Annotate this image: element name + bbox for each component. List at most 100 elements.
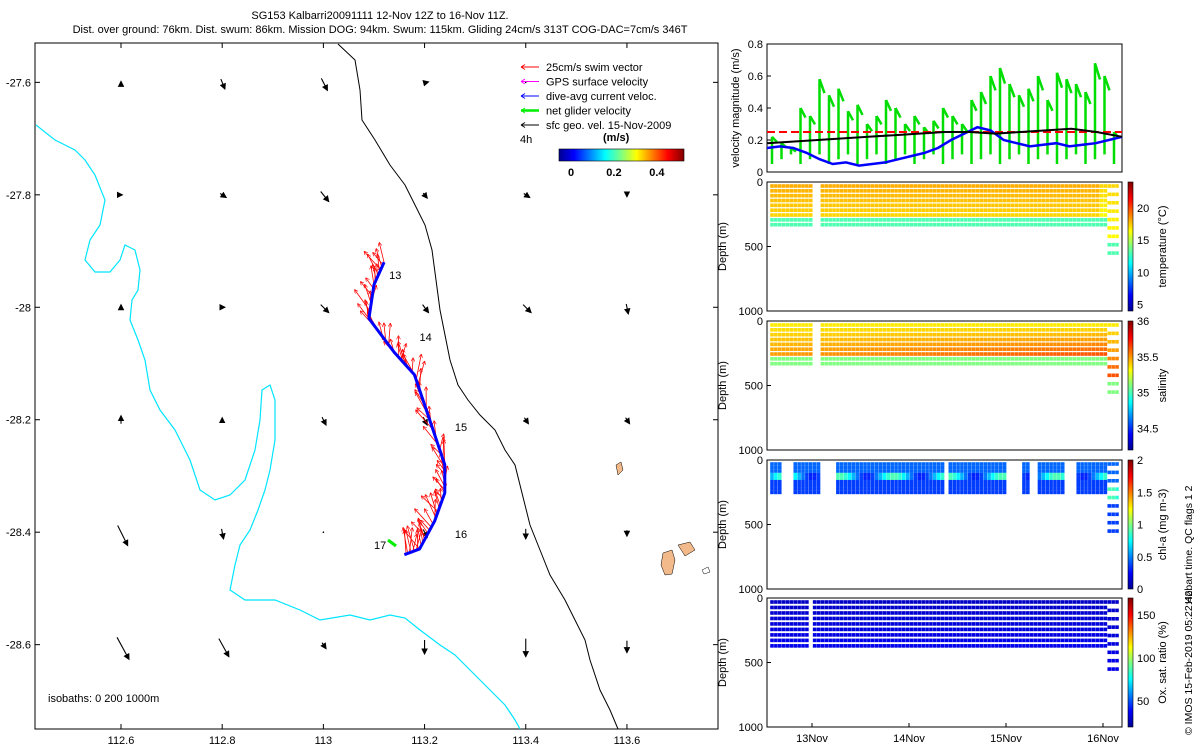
temperature-sample <box>1014 208 1019 212</box>
temperature-sample <box>964 218 968 222</box>
salinity-sample <box>936 323 941 327</box>
temperature-sample <box>971 208 976 212</box>
oxygen-sample <box>1107 616 1112 621</box>
salinity-sample <box>874 342 879 347</box>
chlorophyll-sample <box>936 472 941 477</box>
chlorophyll-sample <box>1026 472 1030 477</box>
salinity-sample <box>1080 323 1084 327</box>
temperature-sample <box>979 222 984 227</box>
chlorophyll-sample <box>952 483 956 488</box>
salinity-colorbar <box>1127 320 1134 451</box>
oxygen-sample <box>886 638 891 643</box>
salinity-sample <box>890 323 894 327</box>
salinity-sample <box>921 328 925 332</box>
oxygen-sample <box>1022 622 1026 626</box>
temperature-sample <box>1002 203 1007 208</box>
temperature-sample <box>882 203 887 208</box>
chlorophyll-sample <box>851 469 856 473</box>
temperature-colorbar-tick: 5 <box>1137 300 1143 312</box>
chlorophyll-sample <box>971 476 976 480</box>
oxygen-sample <box>925 616 929 621</box>
salinity-sample <box>1099 337 1104 342</box>
oxygen-sample <box>967 622 972 626</box>
temperature-sample <box>905 222 910 227</box>
chlorophyll-sample <box>774 483 778 488</box>
salinity-sample <box>1068 357 1073 361</box>
temperature-sample <box>987 213 991 217</box>
salinity-sample <box>1006 332 1011 337</box>
chlorophyll-sample <box>964 487 968 491</box>
oxygen-sample <box>1026 622 1030 626</box>
chlorophyll-sample <box>948 465 953 470</box>
oxygen-sample <box>777 627 782 632</box>
temperature-sample <box>785 189 790 193</box>
oxygen-sample <box>991 638 995 643</box>
chlorophyll-sample <box>905 465 910 470</box>
temperature-sample <box>905 184 910 188</box>
oxygen-sample <box>998 622 1003 626</box>
salinity-sample <box>1014 347 1019 351</box>
chlorophyll-sample <box>964 472 968 477</box>
temperature-sample <box>913 193 918 198</box>
chlorophyll-sample <box>1111 520 1115 525</box>
salinity-sample <box>1091 332 1096 337</box>
chlorophyll-sample <box>1053 479 1057 484</box>
temperature-sample <box>836 218 840 222</box>
salinity-sample <box>952 347 956 351</box>
salinity-sample <box>863 323 867 327</box>
chlorophyll-sample <box>774 472 778 477</box>
geo-velocity-arrow <box>422 79 430 87</box>
oxygen-sample <box>995 616 999 621</box>
salinity-sample <box>1029 352 1034 356</box>
oxygen-sample <box>894 638 898 643</box>
net-velocity-bar <box>771 135 778 143</box>
salinity-sample <box>1115 323 1119 327</box>
salinity-sample <box>1107 331 1112 336</box>
salinity-sample <box>843 357 848 361</box>
oxygen-sample <box>1057 627 1061 632</box>
oxygen-sample <box>797 616 801 621</box>
oxygen-sample <box>828 600 832 604</box>
oxygen-sample <box>909 616 914 621</box>
oxygen-sample <box>1033 627 1038 632</box>
oxygen-sample <box>789 600 794 604</box>
oxygen-sample <box>967 633 972 637</box>
salinity-sample <box>1115 381 1119 386</box>
temperature-sample <box>890 189 894 193</box>
salinity-sample <box>940 328 945 332</box>
temperature-sample <box>878 189 883 193</box>
temperature-sample <box>1053 222 1057 227</box>
oxygen-sample <box>971 611 976 615</box>
salinity-sample <box>940 332 945 337</box>
oxygen-sample <box>801 638 805 643</box>
temperature-sample <box>948 208 953 212</box>
temperature-sample <box>1068 184 1073 188</box>
temperature-sample <box>1002 218 1007 222</box>
chlorophyll-sample <box>925 479 929 484</box>
temperature-sample <box>987 203 991 208</box>
salinity-sample <box>789 357 794 361</box>
oxygen-sample <box>1002 622 1007 626</box>
temperature-sample <box>793 203 798 208</box>
salinity-sample <box>901 323 906 327</box>
oxygen-sample <box>1057 605 1061 610</box>
oxygen-sample <box>975 611 980 615</box>
salinity-sample <box>808 323 813 327</box>
salinity-sample <box>998 342 1003 347</box>
salinity-sample <box>1037 323 1042 327</box>
oxygen-sample <box>1053 627 1057 632</box>
salinity-sample <box>909 332 914 337</box>
chlorophyll-sample <box>1103 462 1108 466</box>
salinity-sample <box>886 323 891 327</box>
temperature-sample <box>944 222 949 227</box>
salinity-sample <box>820 342 825 347</box>
temperature-sample <box>793 213 798 217</box>
oxygen-sample <box>909 605 914 610</box>
chlorophyll-sample <box>805 469 809 473</box>
temperature-sample <box>936 208 941 212</box>
temperature-sample <box>1029 198 1034 203</box>
chlorophyll-sample <box>991 469 995 473</box>
swim-vector-arrow <box>415 355 421 380</box>
salinity-sample <box>1002 352 1007 356</box>
temperature-sample <box>820 222 825 227</box>
